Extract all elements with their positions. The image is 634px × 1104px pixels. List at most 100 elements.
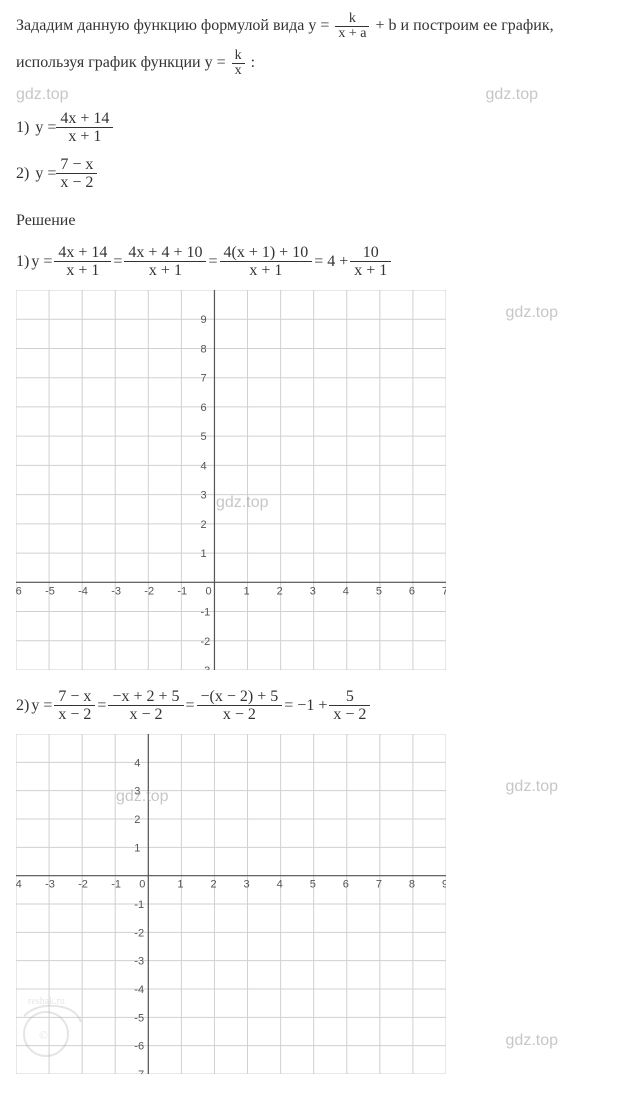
svg-text:3: 3: [134, 786, 140, 798]
chart-2-svg: -4 -3 -2 -1 0 1 2 3 4 5 6 7 8 9 -7 -6 -5 -4 -3 -2 -1 1 2 3 4: [16, 734, 446, 1074]
svg-text:-2: -2: [200, 636, 210, 648]
formula-frac: k x + a: [335, 12, 369, 41]
svg-text:-2: -2: [78, 879, 88, 891]
svg-text:1: 1: [177, 879, 183, 891]
svg-text:-3: -3: [134, 956, 144, 968]
svg-text:7: 7: [200, 372, 206, 384]
svg-text:5: 5: [200, 431, 206, 443]
svg-text:-3: -3: [200, 665, 210, 670]
p1-numr: 4x + 14: [56, 110, 113, 129]
problem-1: 1) y = 4x + 14 x + 1: [16, 110, 618, 146]
svg-text:5: 5: [310, 879, 316, 891]
svg-text:2: 2: [200, 519, 206, 531]
p2-denr: x − 2: [56, 174, 97, 192]
watermark-gdz: gdz.top: [506, 300, 558, 326]
svg-text:8: 8: [409, 879, 415, 891]
solution-1: 1) y = 4x + 14 x + 1 = 4x + 4 + 10 x + 1…: [16, 244, 618, 280]
svg-text:-4: -4: [78, 585, 88, 597]
svg-text:-6: -6: [134, 1041, 144, 1053]
svg-text:8: 8: [200, 343, 206, 355]
problem-2-num: 2): [16, 161, 29, 187]
svg-text:0: 0: [139, 879, 145, 891]
svg-text:4: 4: [200, 460, 206, 472]
watermark-gdz: gdz.top: [506, 1028, 558, 1054]
svg-text:6: 6: [200, 402, 206, 414]
svg-text:-1: -1: [177, 585, 187, 597]
watermark-gdz: gdz.top: [486, 82, 538, 108]
base-frac: k x: [232, 49, 245, 78]
s1-f4: 10 x + 1: [350, 244, 391, 280]
base-num: k: [232, 49, 245, 64]
svg-text:9: 9: [442, 879, 446, 891]
svg-text:2: 2: [210, 879, 216, 891]
base-den: x: [232, 64, 245, 78]
svg-text:1: 1: [244, 585, 250, 597]
s1-f2: 4x + 4 + 10 x + 1: [124, 244, 206, 280]
solution-2: 2) y = 7 − x x − 2 = −x + 2 + 5 x − 2 = …: [16, 688, 618, 724]
svg-text:-6: -6: [16, 585, 22, 597]
problem-1-frac: 4x + 14 x + 1: [56, 110, 113, 146]
svg-text:9: 9: [200, 314, 206, 326]
svg-text:-3: -3: [45, 879, 55, 891]
intro-part3: используя график функции: [16, 54, 205, 71]
svg-text:-2: -2: [144, 585, 154, 597]
svg-text:1: 1: [200, 548, 206, 560]
svg-text:6: 6: [343, 879, 349, 891]
p1-denr: x + 1: [56, 128, 113, 146]
watermark-gdz: gdz.top: [16, 82, 68, 108]
s1-y: y =: [31, 249, 52, 275]
chart-2: gdz.top gdz.top gdz.top © reshak.ru -4-3…: [16, 734, 618, 1074]
plus-b: + b: [375, 17, 396, 34]
s2-f2: −x + 2 + 5 x − 2: [108, 688, 183, 724]
svg-text:2: 2: [277, 585, 283, 597]
svg-text:0: 0: [205, 585, 211, 597]
problem-2-y: y =: [35, 161, 56, 187]
chart-1: gdz.top gdz.top -6-5-4-3-2-101234567-3-2…: [16, 290, 618, 670]
svg-text:-1: -1: [134, 899, 144, 911]
chart-1-svg: -6-5-4-3-2-101234567-3-2-1123456789: [16, 290, 446, 670]
s2-y: y =: [31, 693, 52, 719]
svg-text:-5: -5: [134, 1012, 144, 1024]
svg-text:6: 6: [409, 585, 415, 597]
svg-text:5: 5: [376, 585, 382, 597]
svg-text:3: 3: [310, 585, 316, 597]
svg-text:-1: -1: [200, 606, 210, 618]
svg-text:3: 3: [244, 879, 250, 891]
svg-text:-7: -7: [134, 1069, 144, 1074]
watermark-gdz: gdz.top: [506, 774, 558, 800]
colon: :: [251, 54, 255, 71]
formula-num: k: [335, 12, 369, 27]
problem-2: 2) y = 7 − x x − 2: [16, 156, 618, 192]
s2-f3: −(x − 2) + 5 x − 2: [197, 688, 283, 724]
y-eq2: y =: [205, 54, 230, 71]
svg-text:7: 7: [376, 879, 382, 891]
intro-part1: Зададим данную функцию формулой вида: [16, 17, 308, 34]
p2-numr: 7 − x: [56, 156, 97, 175]
svg-text:4: 4: [134, 757, 140, 769]
svg-text:2: 2: [134, 814, 140, 826]
svg-text:4: 4: [277, 879, 283, 891]
s2-f1: 7 − x x − 2: [54, 688, 95, 724]
svg-text:-1: -1: [111, 879, 121, 891]
problem-1-y: y =: [35, 115, 56, 141]
svg-text:4: 4: [343, 585, 349, 597]
svg-text:-2: -2: [134, 927, 144, 939]
svg-text:7: 7: [442, 585, 446, 597]
formula-den: x + a: [335, 27, 369, 41]
svg-text:1: 1: [134, 842, 140, 854]
problem-2-frac: 7 − x x − 2: [56, 156, 97, 192]
s2-f4: 5 x − 2: [329, 688, 370, 724]
s1-f3: 4(x + 1) + 10 x + 1: [220, 244, 313, 280]
s1-num: 1): [16, 249, 29, 275]
problem-1-num: 1): [16, 115, 29, 141]
s1-f1: 4x + 14 x + 1: [54, 244, 111, 280]
s2-num: 2): [16, 693, 29, 719]
intro-line2: используя график функции y = k x :: [16, 49, 618, 78]
svg-text:-4: -4: [134, 984, 144, 996]
solution-label: Решение: [16, 208, 618, 234]
y-eq: y =: [308, 17, 333, 34]
svg-text:-5: -5: [45, 585, 55, 597]
intro-part2: и построим ее график,: [401, 17, 554, 34]
svg-text:3: 3: [200, 489, 206, 501]
svg-text:-4: -4: [16, 879, 22, 891]
